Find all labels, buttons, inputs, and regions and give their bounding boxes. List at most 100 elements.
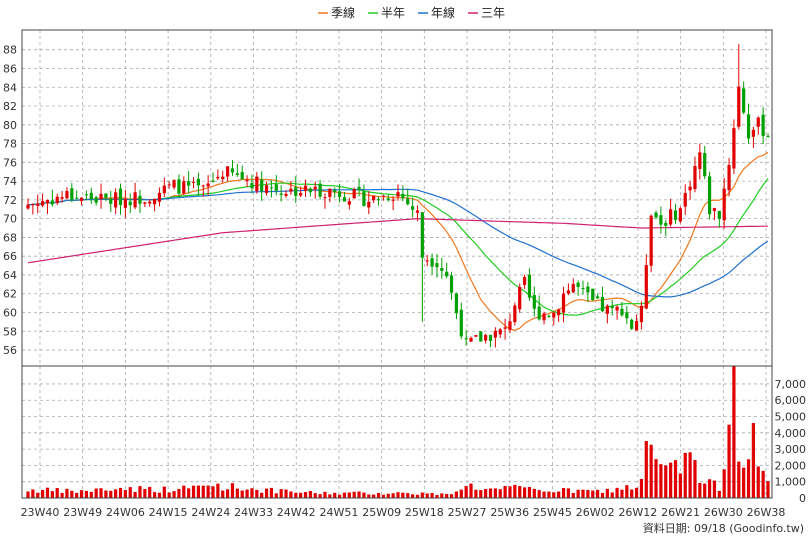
volume-bar: [669, 462, 673, 498]
candle-body: [498, 329, 502, 335]
candle-body: [732, 128, 736, 169]
candle-body: [362, 191, 366, 206]
candle-body: [133, 192, 137, 208]
volume-bar: [420, 492, 424, 498]
volume-bar: [615, 487, 619, 498]
chart-legend: 季線 半年 年線 三年: [318, 5, 505, 20]
candle-body: [235, 173, 239, 175]
volume-bar: [386, 493, 390, 498]
x-tick-label: 26W30: [704, 506, 743, 519]
candle-body: [381, 195, 385, 197]
volume-bar: [557, 491, 561, 498]
candle-body: [31, 204, 35, 206]
candle-body: [581, 288, 585, 290]
candle-body: [396, 192, 400, 197]
candle-body: [177, 179, 181, 194]
candle-body: [70, 188, 74, 200]
candle-body: [673, 210, 678, 220]
volume-bar: [639, 478, 644, 498]
candle-body: [518, 286, 522, 310]
volume-bar: [620, 489, 624, 498]
candle-body: [761, 114, 765, 137]
candle-body: [527, 274, 532, 298]
volume-bar: [454, 491, 459, 498]
candle-body: [99, 193, 103, 200]
candle-body: [454, 293, 459, 314]
x-tick-label: 24W33: [234, 506, 273, 519]
candle-body: [308, 188, 312, 193]
volume-panel-frame: [21, 365, 773, 499]
volume-bar: [381, 494, 385, 498]
x-tick-label: 24W15: [149, 506, 188, 519]
price-tick-label: 82: [3, 100, 17, 113]
x-tick-label: 26W21: [661, 506, 700, 519]
volume-bar: [742, 467, 746, 498]
volume-bar: [527, 487, 532, 498]
volume-bar: [357, 491, 361, 498]
candle-body: [634, 321, 639, 331]
volume-bar: [250, 488, 254, 498]
candle-body: [55, 196, 59, 204]
candle-body: [659, 215, 663, 225]
candle-body: [630, 319, 634, 329]
volume-bar: [537, 490, 541, 498]
volume-bar: [488, 488, 493, 498]
volume-bar: [55, 488, 59, 498]
candle-body: [591, 288, 595, 301]
volume-bar: [128, 487, 132, 498]
candle-body: [182, 181, 186, 194]
volume-bar: [342, 492, 347, 498]
volume-bar: [493, 488, 497, 498]
volume-bar: [707, 479, 712, 498]
x-tick-label: 24W24: [191, 506, 230, 519]
volume-bar: [75, 492, 79, 498]
volume-bar: [712, 480, 717, 498]
x-tick-label: 26W38: [747, 506, 786, 519]
volume-bar: [435, 495, 439, 498]
volume-bar: [347, 492, 351, 498]
price-tick-label: 78: [3, 138, 17, 151]
volume-bar: [625, 485, 629, 498]
price-tick-label: 70: [3, 213, 17, 226]
volume-bar: [352, 491, 356, 498]
volume-tick-label: 1,000: [775, 476, 807, 489]
candle-body: [75, 197, 79, 199]
price-tick-label: 64: [3, 269, 17, 282]
candle-body: [406, 198, 410, 205]
volume-bar: [532, 488, 536, 498]
price-tick-label: 80: [3, 119, 17, 132]
candle-body: [698, 152, 702, 170]
price-tick-label: 86: [3, 62, 17, 75]
candle-body: [250, 183, 254, 189]
candle-body: [196, 178, 200, 186]
volume-bar: [148, 486, 152, 498]
volume-bar: [323, 491, 327, 498]
candle-body: [474, 335, 478, 337]
volume-bar: [337, 494, 342, 498]
candle-body: [274, 184, 278, 191]
x-tick-label: 24W51: [320, 506, 359, 519]
volume-bar: [211, 486, 215, 498]
volume-bar: [279, 489, 283, 498]
price-tick-label: 72: [3, 194, 17, 207]
volume-bar: [571, 493, 575, 498]
volume-bar: [396, 492, 400, 498]
volume-bar: [226, 489, 230, 498]
volume-bar: [245, 489, 249, 498]
volume-bar: [152, 492, 157, 498]
volume-bar: [634, 487, 639, 498]
candle-body: [172, 180, 176, 188]
candle-body: [484, 334, 488, 341]
volume-bar: [547, 491, 551, 498]
candle-body: [722, 188, 726, 221]
volume-tick-label: 4,000: [775, 427, 807, 440]
candle-body: [269, 187, 274, 189]
price-tick-label: 68: [3, 231, 17, 244]
x-tick-label: 24W42: [277, 506, 316, 519]
candle-body: [167, 184, 171, 186]
volume-bar: [415, 494, 420, 498]
volume-tick-label: 3,000: [775, 443, 807, 456]
candle-body: [191, 181, 196, 183]
volume-bar: [79, 490, 84, 498]
candle-body: [299, 192, 303, 196]
